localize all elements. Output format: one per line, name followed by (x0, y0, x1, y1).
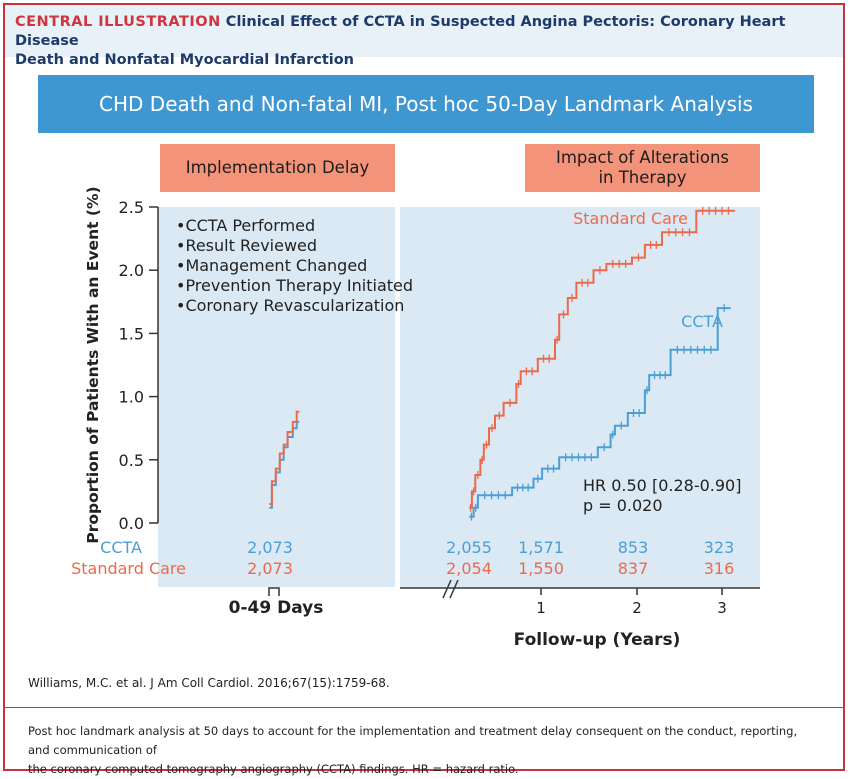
standard-care-early-curve (269, 410, 300, 505)
ccta-series-label: CCTA (681, 312, 723, 331)
y-tick-label: 0.0 (119, 514, 144, 533)
standard-care-risk-count: 2,073 (247, 559, 293, 578)
title-line-2: Death and Nonfatal Myocardial Infarction (15, 52, 355, 68)
caption-line-1: Post hoc landmark analysis at 50 days to… (28, 724, 798, 757)
standard-care-risk-count: 1,550 (518, 559, 564, 578)
y-tick-label: 2.0 (119, 261, 144, 280)
impact-label-line-1: Impact of Alterations (555, 148, 730, 167)
caption-line-2: the coronary computed tomography angiogr… (28, 762, 519, 776)
standard-care-risk-count: 837 (618, 559, 649, 578)
p-value-text: p = 0.020 (583, 496, 663, 515)
bullet-item: •Prevention Therapy Initiated (176, 276, 413, 295)
ccta-risk-count: 853 (618, 538, 649, 557)
late-panel-background (400, 207, 760, 587)
early-segment-label: 0-49 Days (229, 598, 324, 618)
banner-title: CHD Death and Non-fatal MI, Post hoc 50-… (99, 92, 753, 116)
y-tick-label: 0.5 (119, 451, 144, 470)
y-tick-label: 1.0 (119, 388, 144, 407)
hazard-ratio-text: HR 0.50 [0.28-0.90] (583, 476, 741, 495)
impact-label-line-2: in Therapy (598, 168, 687, 187)
bullet-item: •Coronary Revascularization (176, 296, 404, 315)
early-panel-background (158, 207, 395, 587)
figure-header: CENTRAL ILLUSTRATION Clinical Effect of … (5, 5, 843, 68)
standard-care-risk-count: 316 (704, 559, 735, 578)
y-tick-label: 2.5 (119, 198, 144, 217)
standard-care-late-curve (469, 209, 735, 509)
ccta-risk-count: 1,571 (518, 538, 564, 557)
axis-break-mark (449, 579, 459, 599)
standard-care-risk-row-label: Standard Care (71, 559, 186, 578)
title-line-1: Clinical Effect of CCTA in Suspected Ang… (15, 14, 786, 49)
ccta-risk-row-label: CCTA (100, 538, 142, 557)
x-tick-label: 2 (632, 599, 642, 617)
x-tick-label: 1 (536, 599, 546, 617)
citation: Williams, M.C. et al. J Am Coll Cardiol.… (28, 676, 390, 690)
bullet-item: •Result Reviewed (176, 236, 317, 255)
implementation-delay-label: Implementation Delay (185, 158, 370, 177)
x-tick-label: 3 (717, 599, 727, 617)
y-tick-label: 1.5 (119, 324, 144, 343)
ccta-risk-count: 2,055 (446, 538, 492, 557)
analysis-banner: CHD Death and Non-fatal MI, Post hoc 50-… (38, 75, 814, 133)
y-axis-title: Proportion of Patients With an Event (%) (84, 186, 102, 543)
footer-divider (5, 707, 843, 708)
figure-title: CENTRAL ILLUSTRATION Clinical Effect of … (15, 13, 830, 70)
ccta-risk-count: 323 (704, 538, 735, 557)
x-axis-title: Follow-up (Years) (514, 630, 681, 650)
standard-care-risk-count: 2,054 (446, 559, 492, 578)
ccta-risk-count: 2,073 (247, 538, 293, 557)
figure-caption: Post hoc landmark analysis at 50 days to… (28, 722, 818, 779)
implementation-delay-tag: Implementation Delay (160, 144, 395, 192)
axis-break-mark (442, 579, 452, 599)
km-chart: 0.0 0.5 1.0 1.5 2.0 2.5 Proportion of Patients… (71, 186, 760, 650)
standard-care-series-label: Standard Care (573, 209, 688, 228)
bullet-item: •CCTA Performed (176, 216, 315, 235)
bullet-item: •Management Changed (176, 256, 367, 275)
early-range-bracket (268, 587, 280, 596)
central-illustration-label: CENTRAL ILLUSTRATION (15, 14, 221, 30)
impact-alterations-tag: Impact of Alterations in Therapy (525, 144, 760, 192)
